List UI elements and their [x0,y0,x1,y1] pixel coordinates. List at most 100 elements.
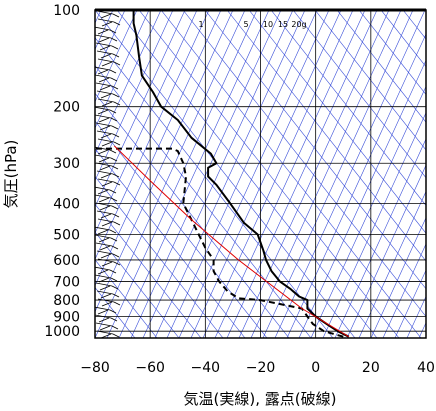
wind-barb-flag [100,133,112,139]
wind-barb-flag [96,130,114,135]
mixing-ratio-label: 1 [198,20,203,29]
y-tick-label: 900 [53,309,80,325]
adiabat-line [95,176,224,338]
wind-barb-staff [109,29,117,34]
isotherm-line [118,10,270,338]
x-tick-label: 0 [311,360,320,376]
isotherm-line [418,321,426,338]
isotherm-line [95,10,222,287]
wind-barb-flag [95,66,111,71]
mixing-ratio-label: 15 [278,20,288,29]
wind-barb-flag [101,141,113,147]
adiabat-line [95,148,246,338]
isotherm-line [274,10,426,338]
isotherm-line [95,10,234,313]
wind-barb-flag [99,285,111,291]
wind-barb-flag [95,74,112,79]
wind-barb-staff [112,53,120,58]
wind-barb-flag [95,122,113,127]
wind-barb-staff [112,133,120,138]
isotherm-line [106,10,258,338]
wind-barb-flag [96,50,114,55]
wind-barb-staff [109,309,117,314]
wind-barb-staff [113,21,121,26]
wind-barb-flag [97,309,109,315]
wind-barb-flag [95,26,111,31]
isotherm-line [346,164,426,338]
adiabat-line [95,37,334,338]
grid-lines [95,10,426,338]
mixing-ratio-labels: 1 5 10 15 20g [198,20,306,29]
wind-barb-flag [97,29,109,35]
wind-barb-flag [95,234,112,239]
adiabat-line [116,10,378,338]
wind-barb-flag [97,98,115,103]
background-lines [95,10,436,338]
adiabat-line [182,10,426,318]
isotherm-line [214,10,366,338]
isotherm-line [298,59,426,338]
y-tick-label: 300 [53,156,80,172]
adiabat-line [160,10,422,338]
wind-barb-flag [98,317,110,323]
adiabat-line [95,120,268,338]
wind-barb-flag [97,138,115,143]
wind-barb-staff [111,125,119,130]
wind-barb-flag [99,125,111,131]
adiabat-line [95,203,202,338]
wind-barb-staff [111,165,119,170]
wind-barb-flag [101,221,113,227]
wind-barb-flag [100,253,112,259]
wind-barb-flag [100,173,112,179]
wind-barb-flag [95,82,113,87]
wind-barb-flag [98,117,110,123]
isotherm-line [95,10,246,338]
y-tick-label: 400 [53,196,80,212]
wind-barb-staff [112,333,120,338]
wind-barb-flag [97,298,115,303]
wind-barb-flag [95,282,113,287]
wind-barb-flag [95,242,113,247]
isotherm-line [431,10,436,338]
wind-barb-staff [111,205,119,210]
x-tick-label: −60 [135,360,165,376]
wind-barb-flag [98,197,110,203]
isotherm-line [154,10,306,338]
wind-barb-staff [110,277,118,282]
isotherm-line [202,10,354,338]
wind-barb-flag [97,218,115,223]
adiabat-line [314,10,426,151]
wind-barb-flag [95,322,113,327]
adiabat-line [95,65,312,338]
wind-barb-flag [100,53,112,59]
adiabat-line [95,10,356,338]
isotherm-line [322,112,426,338]
y-tick-label: 500 [53,228,80,244]
x-tick-label: 40 [417,360,435,376]
parcel-line [113,145,350,338]
wind-barb-flag [101,101,113,107]
adiabat-line [95,92,290,338]
isotherm-line [95,10,210,261]
dewpoint-line [95,147,344,338]
wind-barb-flag [95,106,111,111]
wind-barb-staff [110,197,118,202]
wind-barb-flag [99,245,111,251]
temperature-line [132,10,350,338]
wind-barbs [95,10,121,338]
wind-barb-staff [113,61,121,66]
isotherm-line [238,10,390,338]
isotherm-line [262,10,414,338]
wind-barb-staff [112,213,120,218]
wind-barb-staff [112,93,120,98]
wind-barb-flag [99,45,111,51]
adiabat-line [336,10,426,123]
y-tick-label: 700 [53,274,80,290]
isotherm-line [95,10,162,156]
isotherm-line [406,295,426,338]
wind-barb-flag [97,178,115,183]
wind-barb-flag [97,189,109,195]
wind-barb-flag [95,42,113,47]
